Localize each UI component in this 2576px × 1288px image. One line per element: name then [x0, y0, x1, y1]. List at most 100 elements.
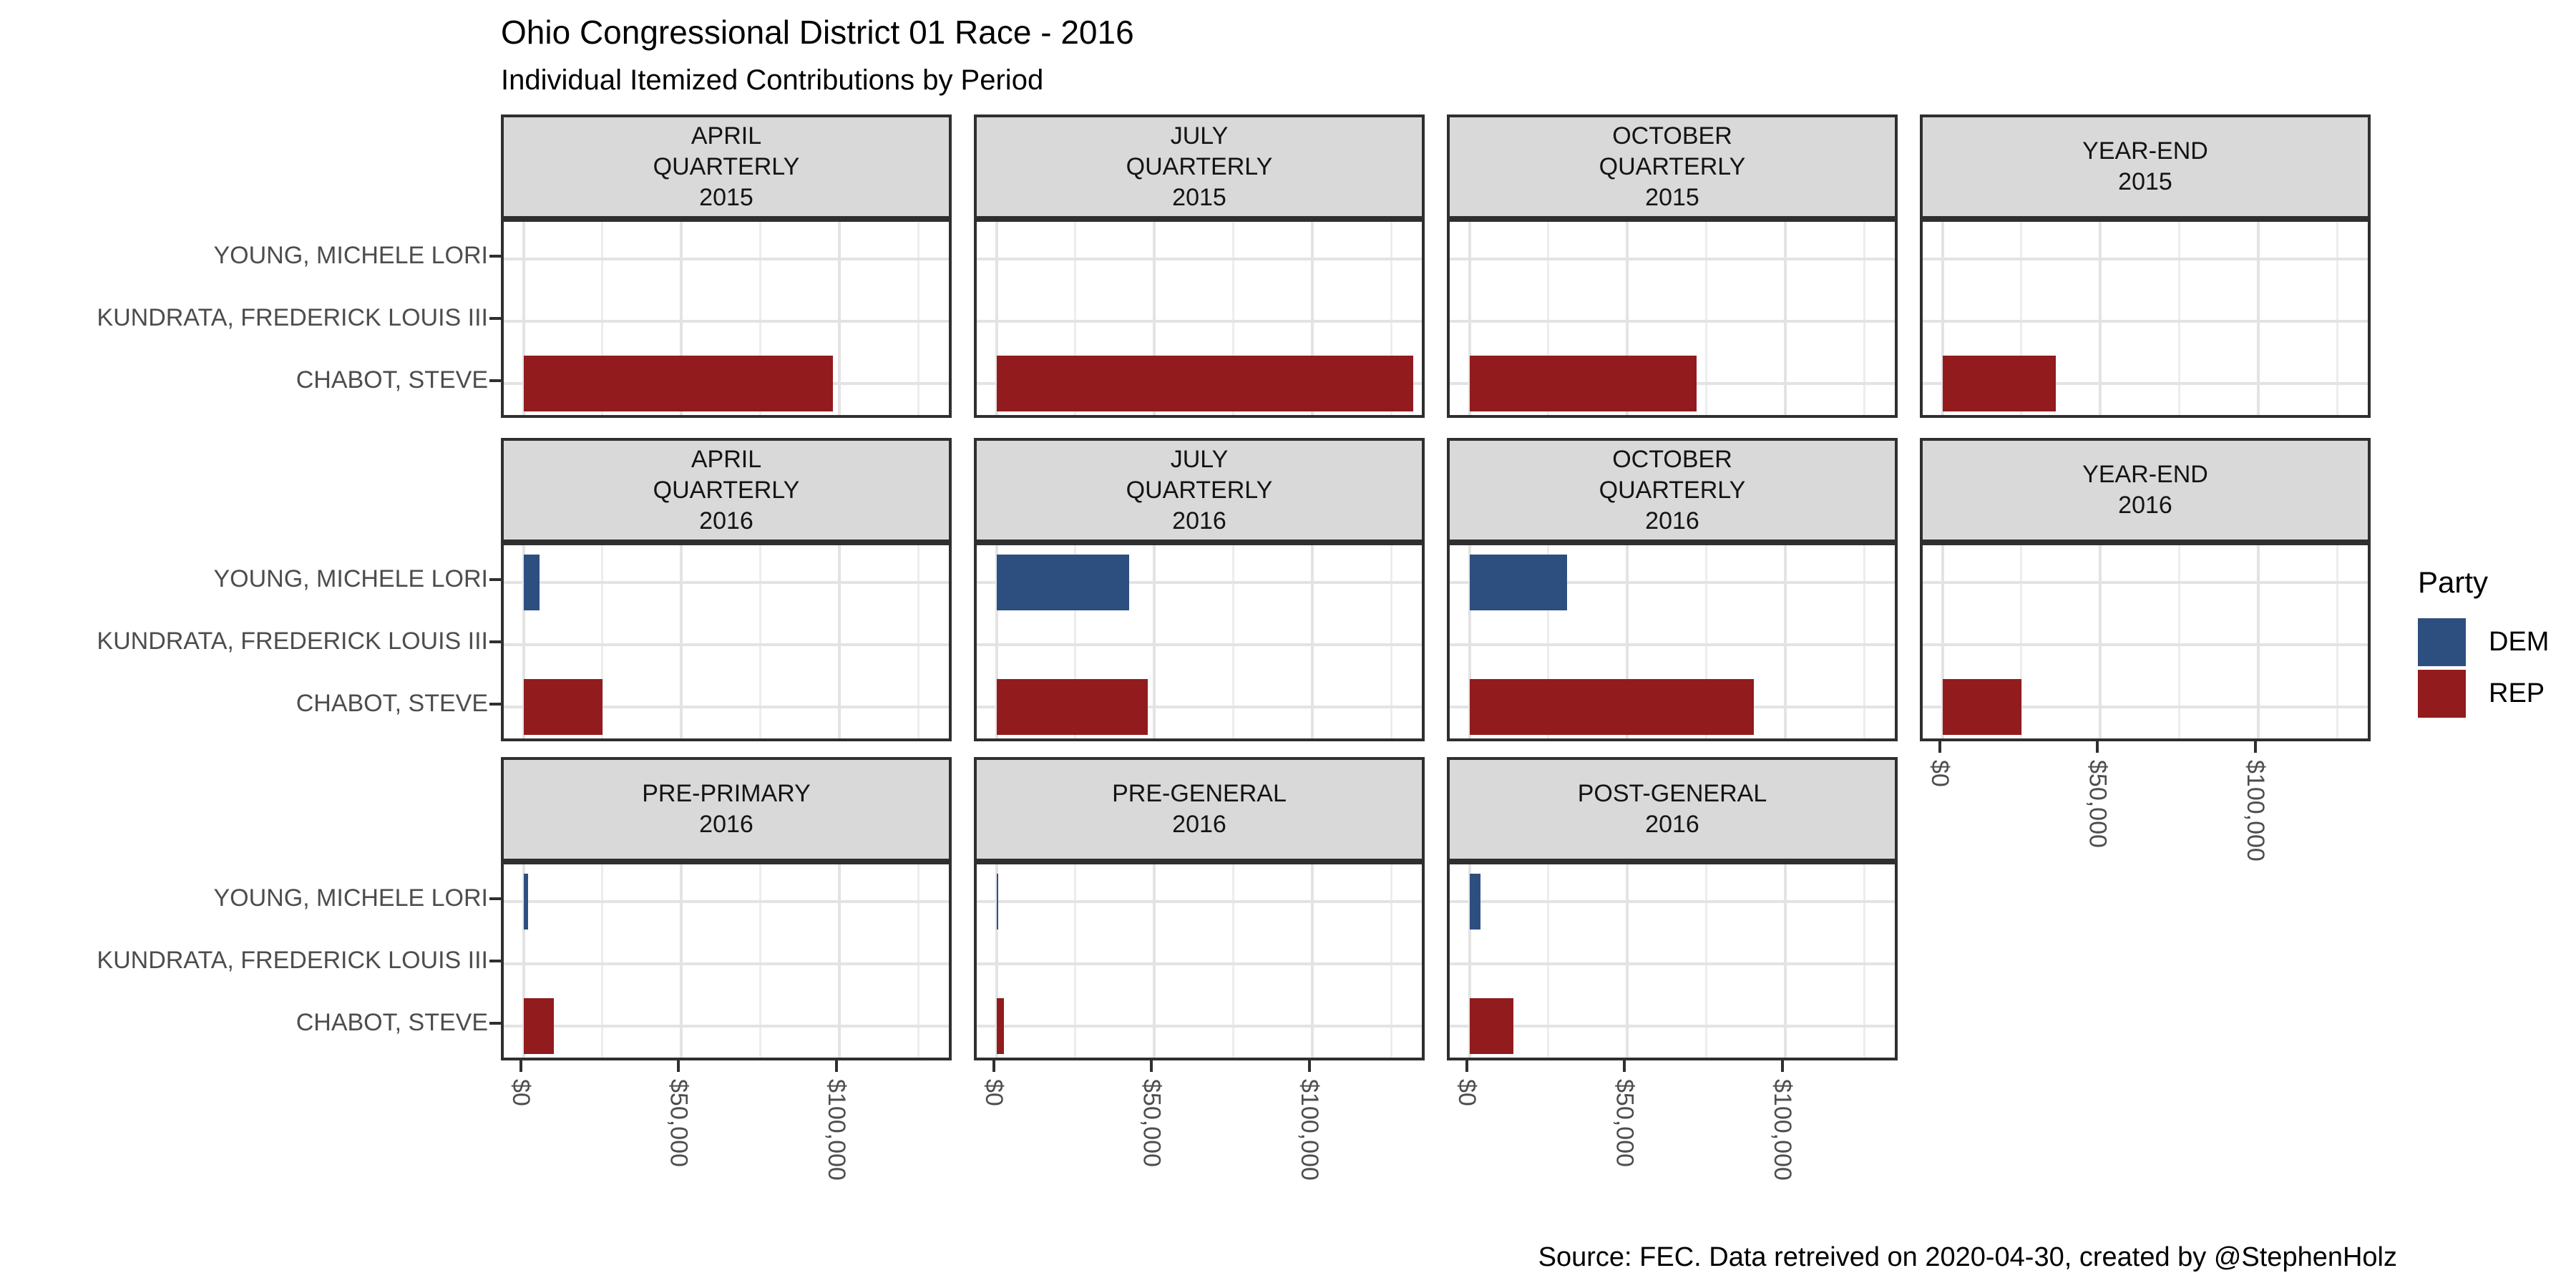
gridline-horizontal [1450, 643, 1895, 646]
gridline-horizontal [1923, 643, 2368, 646]
gridline-minor [1074, 222, 1077, 415]
gridline-minor [2020, 545, 2023, 738]
gridline-major [995, 545, 998, 738]
facet-strip-label: PRE-PRIMARY 2016 [642, 780, 811, 838]
facet-panel [974, 862, 1425, 1060]
chart-title: Ohio Congressional District 01 Race - 20… [501, 14, 1134, 51]
gridline-minor [2336, 222, 2338, 415]
gridline-minor [601, 545, 604, 738]
y-axis-tick [489, 897, 501, 901]
facet-panel [501, 862, 952, 1060]
gridline-major [1468, 864, 1471, 1058]
facet-panel [1447, 542, 1898, 741]
y-axis-label: CHABOT, STEVE [296, 689, 488, 717]
gridline-minor [758, 864, 761, 1058]
facet-strip: PRE-GENERAL 2016 [974, 757, 1425, 862]
y-axis-label: CHABOT, STEVE [296, 366, 488, 394]
gridline-major [2256, 222, 2260, 415]
gridline-horizontal [977, 705, 1422, 708]
bar-rep [1942, 678, 2021, 735]
facet-strip: POST-GENERAL 2016 [1447, 757, 1898, 862]
gridline-major [1310, 222, 1314, 415]
gridline-minor [1704, 545, 1707, 738]
x-axis-tick [2253, 741, 2257, 753]
gridline-horizontal [1923, 705, 2368, 708]
bar-dem [1469, 874, 1480, 930]
gridline-minor [1074, 864, 1077, 1058]
facet-strip: JULY QUARTERLY 2016 [974, 438, 1425, 542]
y-axis-tick [489, 255, 501, 258]
x-axis-tick [1938, 741, 1941, 753]
gridline-minor [917, 222, 919, 415]
gridline-horizontal [504, 1024, 949, 1028]
gridline-minor [1231, 222, 1234, 415]
facet-panel [1447, 862, 1898, 1060]
bar-rep [523, 355, 833, 411]
gridline-major [1310, 864, 1314, 1058]
facet-strip-label: PRE-GENERAL 2016 [1112, 780, 1287, 838]
x-axis-tick-label: $0 [980, 1079, 1008, 1106]
gridline-horizontal [1923, 581, 2368, 585]
facet-strip-label: OCTOBER QUARTERLY 2015 [1599, 122, 1746, 211]
gridline-major [522, 222, 525, 415]
legend-label: DEM [2489, 627, 2550, 657]
y-axis-label: KUNDRATA, FREDERICK LOUIS III [97, 628, 488, 655]
bar-rep [1942, 355, 2057, 411]
x-axis-tick-label: $100,000 [823, 1079, 851, 1181]
gridline-major [1626, 545, 1629, 738]
facet-panel [1447, 219, 1898, 418]
gridline-minor [1547, 222, 1550, 415]
gridline-major [837, 222, 841, 415]
bar-rep [1469, 678, 1754, 735]
gridline-minor [2177, 545, 2180, 738]
gridline-minor [1547, 545, 1550, 738]
gridline-horizontal [504, 900, 949, 904]
x-axis-tick [1150, 1060, 1153, 1072]
gridline-major [2256, 545, 2260, 738]
x-axis-tick [834, 1060, 838, 1072]
bar-dem [523, 874, 528, 930]
gridline-horizontal [1450, 581, 1895, 585]
bar-rep [1469, 355, 1697, 411]
gridline-major [680, 545, 683, 738]
facet-strip-label: OCTOBER QUARTERLY 2016 [1599, 445, 1746, 535]
gridline-horizontal [977, 900, 1422, 904]
gridline-minor [1547, 864, 1550, 1058]
y-axis-tick [489, 960, 501, 962]
gridline-major [837, 864, 841, 1058]
gridline-major [2099, 222, 2102, 415]
facet-strip: PRE-PRIMARY 2016 [501, 757, 952, 862]
y-axis-label: KUNDRATA, FREDERICK LOUIS III [97, 304, 488, 331]
facet-strip-label: JULY QUARTERLY 2016 [1126, 445, 1273, 535]
chart-subtitle: Individual Itemized Contributions by Per… [501, 64, 1044, 96]
gridline-horizontal [504, 320, 949, 323]
legend-label: REP [2489, 678, 2545, 708]
facet-strip-label: APRIL QUARTERLY 2016 [653, 445, 800, 535]
gridline-major [680, 222, 683, 415]
gridline-minor [1231, 545, 1234, 738]
gridline-minor [917, 545, 919, 738]
gridline-major [1310, 545, 1314, 738]
x-axis-tick-label: $100,000 [1769, 1079, 1797, 1181]
source-caption: Source: FEC. Data retreived on 2020-04-3… [1538, 1242, 2397, 1272]
facet-strip: OCTOBER QUARTERLY 2016 [1447, 438, 1898, 542]
y-axis-label: CHABOT, STEVE [296, 1008, 488, 1036]
bar-rep [996, 678, 1148, 735]
facet-strip-label: YEAR-END 2015 [2082, 137, 2208, 195]
bar-dem [523, 555, 540, 611]
facet-panel [1920, 542, 2371, 741]
y-axis-label: YOUNG, MICHELE LORI [213, 565, 488, 593]
x-axis-tick-label: $0 [1926, 760, 1953, 787]
legend-key-rep [2418, 670, 2466, 718]
gridline-major [995, 864, 998, 1058]
y-axis-label: YOUNG, MICHELE LORI [213, 884, 488, 912]
x-axis-tick [1465, 1060, 1468, 1072]
gridline-major [837, 545, 841, 738]
bar-rep [996, 355, 1413, 411]
gridline-minor [1704, 222, 1707, 415]
gridline-major [1468, 545, 1471, 738]
gridline-major [1626, 222, 1629, 415]
facet-strip-label: JULY QUARTERLY 2015 [1126, 122, 1273, 211]
gridline-horizontal [504, 962, 949, 965]
y-axis-tick [489, 578, 501, 582]
